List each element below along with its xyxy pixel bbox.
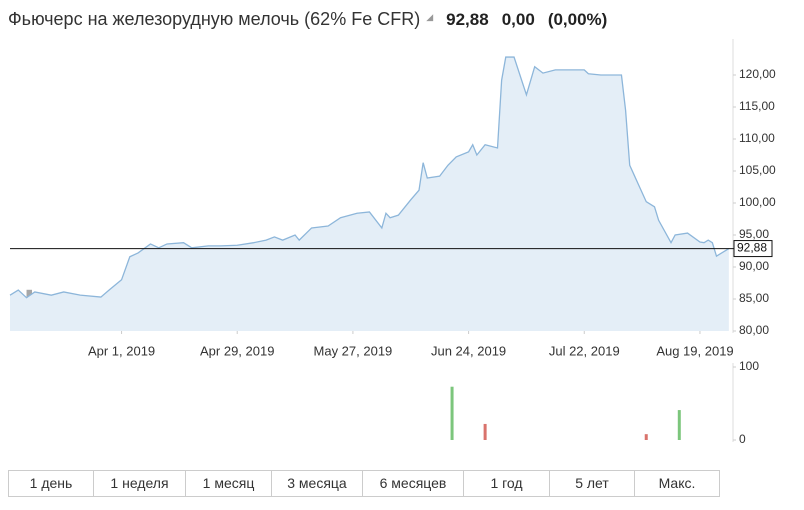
y-tick-label: 120,00 (739, 67, 776, 81)
period-button[interactable]: 1 день (9, 471, 94, 496)
volume-bar (450, 386, 454, 440)
x-tick-label: Apr 29, 2019 (200, 343, 274, 358)
reference-label-box (733, 240, 773, 258)
change: 0,00 (501, 10, 535, 29)
y-tick-label: 90,00 (739, 259, 769, 273)
change-pct: (0,00%) (547, 10, 608, 29)
y-tick-label: 100 (739, 359, 759, 373)
chart: Investing.com92,8880,0085,0090,0095,0010… (9, 39, 776, 446)
period-bar: 1 день 1 неделя 1 месяц 3 месяца 6 месяцев 1 … (8, 470, 720, 497)
y-tick-label: 110,00 (739, 131, 775, 145)
y-tick-label: 0 (739, 432, 746, 446)
x-tick-label: Jul 22, 2019 (549, 343, 620, 358)
period-button[interactable]: 1 год (464, 471, 550, 496)
period-button[interactable]: Макс. (658, 475, 696, 491)
volume-bar (483, 423, 487, 440)
y-tick-label: 80,00 (739, 323, 769, 337)
header: Фьючерс на железорудную мелочь (62% Fe C… (8, 9, 607, 30)
x-tick-label: May 27, 2019 (314, 343, 393, 358)
volume-bar (677, 410, 681, 440)
y-tick-label: 100,00 (739, 195, 776, 209)
period-button[interactable]: 1 месяц (186, 471, 272, 496)
title: Фьючерс на железорудную мелочь (62% Fe C… (8, 9, 421, 29)
x-tick-label: Jun 24, 2019 (431, 343, 506, 358)
period-button[interactable]: 3 месяца (272, 471, 363, 496)
y-tick-label: 115,00 (739, 99, 775, 113)
y-tick-label: 85,00 (739, 291, 769, 305)
volume-bar (644, 434, 648, 440)
price-line (9, 56, 730, 299)
x-tick-label: Apr 1, 2019 (88, 343, 155, 358)
y-tick-label: 105,00 (739, 163, 776, 177)
reference-label: 92,88 (737, 241, 767, 255)
icon: ◢ (426, 12, 434, 22)
period-button[interactable]: 6 месяцев (363, 471, 464, 496)
price: 92,88 (446, 10, 489, 29)
y-tick-label: 95,00 (739, 227, 769, 241)
x-tick-label: Aug 19, 2019 (656, 343, 733, 358)
period-button[interactable]: 1 неделя (94, 471, 186, 496)
period-button[interactable]: 5 лет (550, 471, 635, 496)
area-fill (10, 57, 729, 331)
